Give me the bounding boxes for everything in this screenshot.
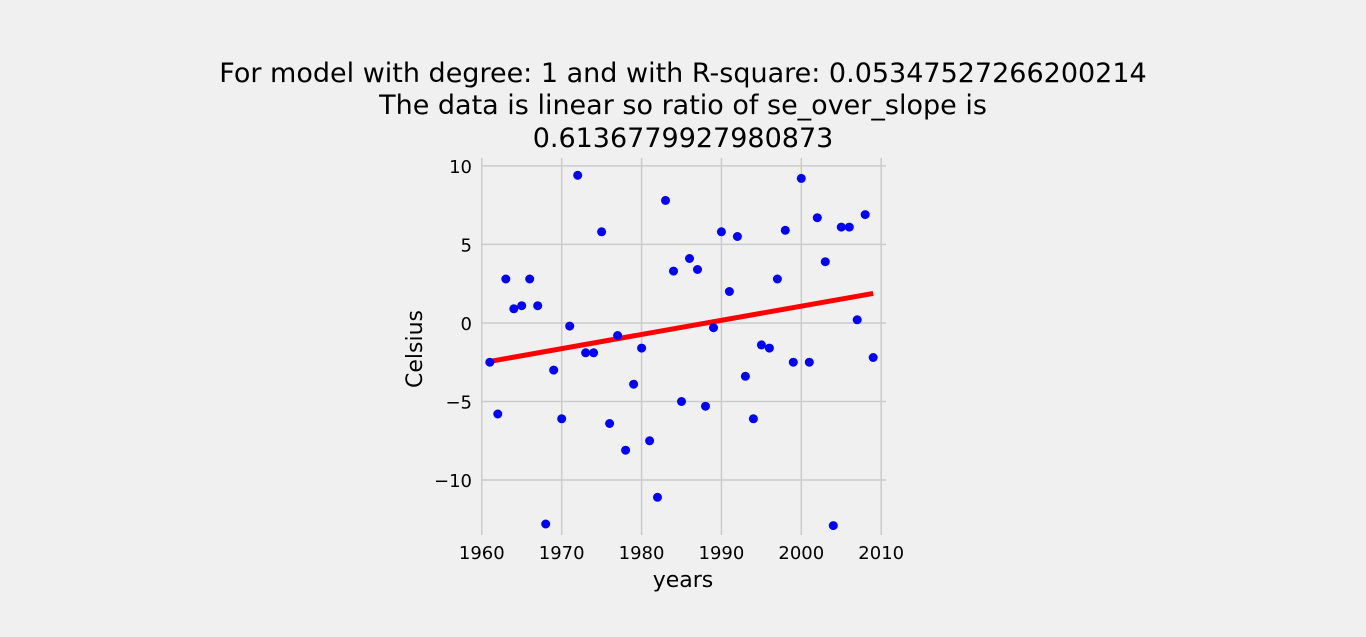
data-point bbox=[756, 340, 766, 350]
data-point bbox=[836, 222, 846, 232]
data-point bbox=[693, 265, 702, 274]
y-tick-label: −10 bbox=[434, 471, 472, 492]
data-point bbox=[533, 301, 543, 311]
data-point bbox=[557, 414, 567, 424]
y-tick-label: −5 bbox=[445, 392, 472, 413]
data-point bbox=[661, 195, 670, 205]
data-point bbox=[509, 304, 519, 314]
data-point bbox=[597, 227, 607, 237]
data-point bbox=[772, 274, 782, 284]
data-point bbox=[517, 301, 527, 311]
data-point bbox=[804, 357, 814, 367]
data-point bbox=[780, 225, 790, 235]
data-point bbox=[565, 321, 575, 331]
y-tick-label: 10 bbox=[449, 157, 472, 178]
data-point bbox=[852, 315, 862, 325]
x-tick-label: 1960 bbox=[459, 543, 505, 564]
data-point bbox=[653, 492, 662, 502]
data-point bbox=[828, 521, 838, 531]
data-point bbox=[549, 365, 559, 375]
x-tick-label: 1990 bbox=[699, 543, 745, 564]
data-point bbox=[581, 348, 591, 358]
data-point bbox=[740, 371, 750, 381]
data-point bbox=[788, 357, 798, 367]
data-point bbox=[629, 379, 639, 389]
y-tick-label: 5 bbox=[461, 235, 472, 256]
data-point bbox=[716, 227, 726, 237]
x-tick-label: 1970 bbox=[539, 543, 585, 564]
data-point bbox=[637, 343, 647, 353]
data-point bbox=[685, 254, 694, 263]
chart-title-line-1: For model with degree: 1 and with R-squa… bbox=[219, 58, 1146, 89]
data-point bbox=[525, 274, 535, 284]
data-point bbox=[485, 357, 495, 367]
data-point bbox=[669, 266, 678, 276]
data-point bbox=[645, 436, 655, 446]
data-point bbox=[541, 519, 551, 529]
chart-title-line-2: The data is linear so ratio of se_over_s… bbox=[378, 90, 987, 121]
data-point bbox=[605, 419, 615, 428]
data-point bbox=[764, 343, 774, 353]
data-point bbox=[812, 213, 822, 223]
data-point bbox=[589, 348, 599, 358]
fit-line bbox=[489, 290, 874, 364]
data-point bbox=[501, 274, 511, 284]
data-point bbox=[621, 445, 631, 455]
data-point bbox=[573, 170, 583, 180]
data-point bbox=[677, 397, 686, 406]
data-point bbox=[724, 287, 734, 296]
data-point bbox=[844, 222, 854, 232]
x-axis-label: years bbox=[653, 568, 714, 593]
y-tick-label: 0 bbox=[461, 314, 472, 335]
data-point bbox=[796, 173, 806, 183]
data-point bbox=[613, 331, 623, 340]
plot-area: 1960 1970 1980 1990 2000 2010 10 5 0 −5 −10 bbox=[434, 157, 904, 564]
data-point bbox=[868, 353, 878, 362]
x-tick-label: 1980 bbox=[619, 543, 665, 564]
data-point bbox=[709, 323, 718, 333]
data-point bbox=[732, 232, 742, 241]
y-axis-label: Celsius bbox=[403, 310, 428, 388]
data-point bbox=[860, 210, 870, 220]
data-point bbox=[701, 401, 710, 411]
data-point bbox=[748, 414, 758, 424]
chart-title-line-3: 0.6136779927980873 bbox=[533, 123, 834, 154]
data-point bbox=[820, 257, 830, 267]
data-point bbox=[493, 409, 503, 419]
x-tick-label: 2000 bbox=[778, 543, 824, 564]
x-tick-label: 2010 bbox=[858, 543, 904, 564]
